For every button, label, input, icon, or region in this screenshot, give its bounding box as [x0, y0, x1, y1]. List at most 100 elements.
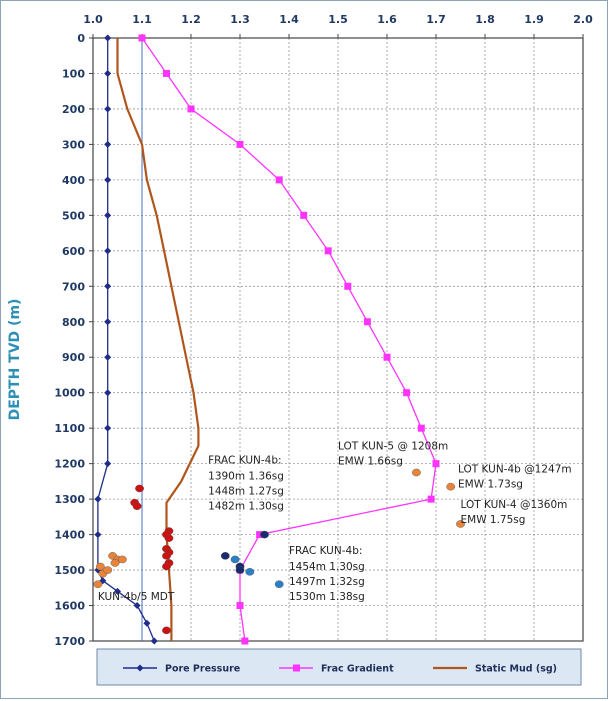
frac-gradient-marker [344, 282, 352, 290]
data-point [132, 502, 142, 511]
legend-box [96, 648, 582, 686]
y-tick-label: 300 [62, 138, 85, 151]
annotation-text: FRAC KUN-4b: [289, 545, 362, 557]
pore-pressure-marker [104, 318, 112, 326]
annotation-text: 1482m 1.30sg [208, 501, 284, 513]
pore-pressure-marker [150, 637, 158, 645]
frac-gradient-marker [138, 34, 146, 42]
frac-gradient-marker [275, 176, 283, 184]
x-tick-label: 1.9 [524, 13, 544, 26]
y-tick-label: 1400 [54, 529, 85, 542]
y-tick-label: 100 [62, 67, 85, 80]
annotation-text: EMW 1.66sg [338, 455, 403, 467]
frac-gradient-marker [403, 389, 411, 397]
y-tick-label: 200 [62, 103, 85, 116]
y-tick-label: 1100 [54, 422, 85, 435]
pore-pressure-marker [104, 389, 112, 397]
pore-pressure-marker [104, 211, 112, 219]
frac-gradient-marker [432, 460, 440, 468]
pore-pressure-marker [114, 587, 121, 595]
frac-gradient-marker [241, 637, 249, 645]
frac-gradient-marker [187, 105, 195, 113]
data-point [260, 530, 269, 539]
y-tick-label: 500 [62, 209, 85, 222]
data-point [95, 562, 105, 571]
frac-gradient-marker [383, 353, 391, 361]
x-tick-label: 1.3 [230, 13, 250, 26]
legend-label: Static Mud (sg) [475, 664, 557, 675]
data-point [110, 559, 120, 567]
data-point [162, 552, 171, 560]
frac-gradient-marker [300, 211, 308, 219]
annotation-text: 1390m 1.36sg [208, 471, 284, 483]
x-tick-label: 1.5 [328, 13, 348, 26]
pore-pressure-marker [104, 424, 112, 432]
frac-gradient-line [141, 37, 437, 642]
pore-pressure-marker [104, 282, 112, 290]
pore-pressure-marker [104, 460, 112, 468]
data-point [93, 580, 103, 589]
annotation-text: 1530m 1.38sg [289, 591, 365, 603]
y-tick-label: 400 [62, 174, 85, 187]
annotation-text: FRAC KUN-4b: [208, 455, 281, 467]
legend-label: Pore Pressure [165, 664, 240, 675]
data-point [456, 520, 465, 528]
frac-gradient-marker [363, 318, 371, 326]
y-tick-label: 1600 [54, 600, 85, 613]
annotation-text: KUN-4b/5 MDT [98, 591, 175, 603]
pore-pressure-marker [133, 602, 141, 610]
legend-marker [136, 664, 144, 672]
y-tick-label: 800 [62, 316, 85, 329]
frac-gradient-marker [324, 247, 332, 255]
y-tick-label: 600 [62, 245, 85, 258]
y-tick-label: 900 [62, 351, 85, 364]
frac-gradient-marker [256, 531, 264, 539]
data-point [118, 555, 127, 564]
y-axis-title: DEPTH TVD (m) [7, 299, 23, 421]
y-tick-label: 1000 [54, 387, 85, 400]
x-tick-label: 1.2 [181, 13, 201, 26]
y-tick-label: 1700 [54, 635, 85, 648]
data-point [220, 552, 230, 560]
pore-pressure-marker [143, 619, 151, 627]
data-point [446, 482, 456, 491]
data-point [230, 555, 240, 564]
y-tick-label: 1300 [54, 493, 85, 506]
pore-pressure-marker [104, 34, 112, 42]
pore-pressure-marker [104, 353, 112, 361]
annotation-text: LOT KUN-4 @1360m [461, 499, 568, 511]
x-tick-label: 1.8 [475, 13, 495, 26]
frac-gradient-marker [236, 602, 244, 610]
frac-gradient-marker [236, 140, 244, 148]
y-tick-label: 1200 [54, 458, 85, 471]
data-point [274, 580, 284, 589]
data-point [135, 484, 144, 493]
x-tick-label: 1.1 [132, 13, 152, 26]
frac-gradient-marker [427, 495, 435, 503]
data-point [235, 566, 245, 574]
x-tick-label: 1.6 [377, 13, 397, 26]
y-tick-label: 1500 [54, 564, 85, 577]
y-tick-label: 700 [62, 280, 85, 293]
data-point [411, 468, 421, 477]
data-point [164, 534, 174, 542]
x-tick-label: 1.7 [426, 13, 446, 26]
x-tick-label: 1.4 [279, 13, 299, 26]
annotation-text: EMW 1.73sg [458, 479, 523, 491]
legend-label: Frac Gradient [321, 664, 394, 675]
frac-gradient-marker [163, 69, 170, 77]
frac-gradient-marker [417, 424, 425, 432]
annotation-text: 1454m 1.30sg [289, 561, 365, 573]
x-tick-label: 2.0 [573, 13, 593, 26]
pore-pressure-marker [94, 531, 102, 539]
annotation-text: 1497m 1.32sg [289, 576, 365, 588]
pore-pressure-marker [104, 140, 112, 148]
y-tick-label: 0 [77, 32, 85, 45]
legend-marker [293, 664, 300, 672]
annotation-text: LOT KUN-4b @1247m [458, 464, 572, 476]
data-point [162, 626, 171, 635]
pore-pressure-marker [104, 176, 112, 184]
annotation-text: EMW 1.75sg [461, 514, 526, 526]
pore-pressure-marker [94, 495, 102, 503]
